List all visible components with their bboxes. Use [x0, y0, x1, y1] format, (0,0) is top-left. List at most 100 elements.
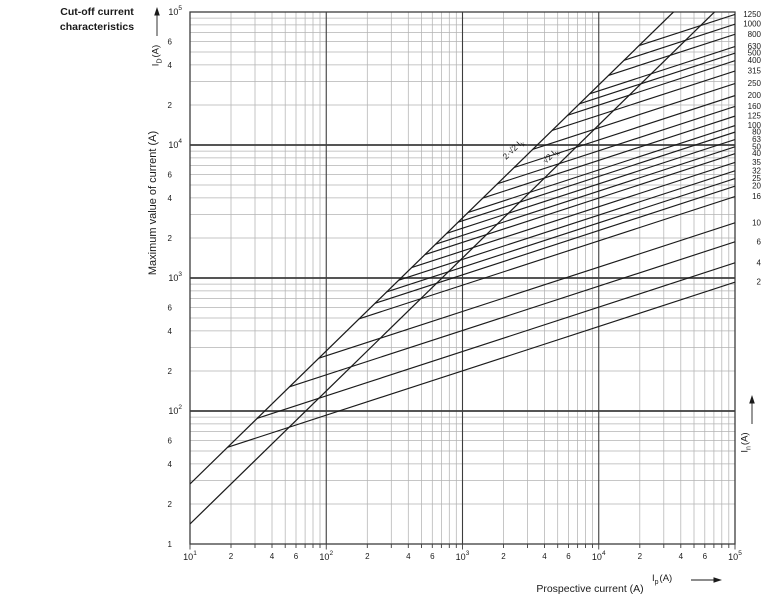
- curve-2A: [227, 281, 735, 448]
- y-tick-label-minor-6: 6: [168, 437, 173, 446]
- y-tick-label-minor-6: 6: [168, 38, 173, 47]
- rating-label-50: 50: [752, 142, 761, 151]
- rating-label-100: 100: [748, 121, 762, 130]
- x-tick-label-minor-6: 6: [294, 552, 299, 561]
- rating-label-1000: 1000: [743, 20, 761, 29]
- rating-label-400: 400: [748, 56, 762, 65]
- y-tick-label-minor-2: 2: [168, 367, 173, 376]
- curve-35A: [411, 161, 735, 269]
- curve-160A: [497, 105, 735, 185]
- y-tick-label-minor-6: 6: [168, 171, 173, 180]
- y-tick-label-10e2: 102: [168, 404, 182, 416]
- curve-250A: [532, 82, 735, 150]
- curve-400A: [567, 60, 735, 116]
- rating-labels: 1250100080063050040031525020016012510080…: [743, 10, 761, 287]
- x-tick-label-minor-4: 4: [270, 552, 275, 561]
- rating-label-1250: 1250: [743, 10, 761, 19]
- rating-label-6: 6: [757, 237, 762, 246]
- x-axis-symbol-base: I: [652, 573, 655, 584]
- x-tick-label-10e2: 102: [319, 550, 333, 562]
- y-tick-label-minor-4: 4: [168, 460, 173, 469]
- x-tick-label-10e5: 105: [728, 550, 742, 562]
- curve-1000A: [623, 23, 735, 61]
- curve-16A: [359, 195, 735, 320]
- rating-label-25: 25: [752, 174, 761, 183]
- rating-label-630: 630: [748, 42, 762, 51]
- curve-25A: [386, 177, 735, 293]
- x-tick-label-minor-6: 6: [430, 552, 435, 561]
- rating-label-125: 125: [748, 112, 762, 121]
- rating-label-10: 10: [752, 218, 761, 227]
- y-tick-label-10e4: 104: [168, 138, 182, 150]
- right-axis-up-arrowhead-icon: [749, 395, 755, 404]
- rating-label-20: 20: [752, 182, 761, 191]
- y-tick-label-minor-2: 2: [168, 234, 173, 243]
- rating-label-16: 16: [752, 192, 761, 201]
- chart-title: Cut-off current characteristics: [59, 6, 135, 33]
- curve-80A: [457, 131, 735, 223]
- curve-6A: [289, 241, 735, 388]
- rating-label-315: 315: [748, 67, 762, 76]
- curve-63A: [446, 138, 735, 234]
- rating-label-250: 250: [748, 79, 762, 88]
- axis-arrows: [154, 7, 755, 583]
- curve-500A: [579, 52, 735, 105]
- x-tick-label-minor-4: 4: [679, 552, 684, 561]
- y-tick-label-minor-6: 6: [168, 304, 173, 313]
- right-axis-symbol-sub: n: [745, 446, 753, 450]
- x-axis-symbol-sub: p: [654, 578, 659, 586]
- curve-800A: [608, 33, 735, 76]
- curve-32A: [398, 170, 735, 281]
- rating-label-63: 63: [752, 135, 761, 144]
- x-tick-label-minor-6: 6: [566, 552, 571, 561]
- curve-100A: [468, 125, 735, 213]
- y-tick-label-minor-4: 4: [168, 194, 173, 203]
- rating-label-4: 4: [757, 258, 762, 267]
- x-axis-labels: 101 2 4 6 102 2 4 6 103 2 4 6 104 2 4 6 105: [183, 550, 742, 562]
- rating-label-200: 200: [748, 91, 762, 100]
- x-axis-right-arrowhead-icon: [713, 577, 722, 583]
- rating-label-2: 2: [757, 278, 762, 287]
- y-tick-label-minor-4: 4: [168, 327, 173, 336]
- x-axis-symbol: Ip(A): [652, 573, 672, 586]
- right-axis-symbol-base: I: [739, 449, 751, 453]
- x-tick-label-minor-2: 2: [229, 552, 234, 561]
- y-axis-symbol-unit: (A): [150, 44, 162, 58]
- curve-4A: [257, 262, 735, 419]
- rating-label-35: 35: [752, 158, 761, 167]
- reference-line-peak-asymmetrical: [190, 12, 675, 485]
- x-tick-label-10e3: 103: [456, 550, 470, 562]
- x-tick-label-minor-4: 4: [542, 552, 547, 561]
- curve-20A: [374, 185, 735, 304]
- right-axis-symbol-unit: (A): [739, 432, 751, 446]
- curve-10A: [318, 222, 735, 359]
- rating-label-80: 80: [752, 128, 761, 137]
- x-tick-label-10e4: 104: [592, 550, 606, 562]
- y-axis-symbol: ID(A): [151, 37, 164, 75]
- curve-200A: [514, 95, 735, 169]
- x-tick-label-minor-2: 2: [365, 552, 370, 561]
- curve-50A: [435, 146, 735, 245]
- y-axis-title: Maximum value of current (A): [147, 130, 159, 276]
- curve-125A: [482, 115, 735, 199]
- y-tick-label-minor-4: 4: [168, 61, 173, 70]
- x-tick-label-10e1: 101: [183, 550, 197, 562]
- y-axis-up-arrowhead-icon: [154, 7, 160, 16]
- y-tick-label-bottom: 1: [168, 540, 173, 549]
- reference-line-peak-symmetrical: [190, 12, 716, 525]
- curve-315A: [551, 70, 735, 132]
- right-axis-symbol: In(A): [740, 424, 753, 462]
- y-axis-symbol-base: I: [150, 63, 162, 67]
- x-axis-title: Prospective current (A): [536, 583, 644, 595]
- rating-label-40: 40: [752, 149, 761, 158]
- curves: [190, 12, 735, 525]
- rating-label-500: 500: [748, 49, 762, 58]
- y-tick-label-10e3: 103: [168, 271, 182, 283]
- y-axis-labels: 102 103 104 105 1 2 4 6 2 4 6 2 4 6 2 4 6: [168, 5, 183, 549]
- curve-630A: [589, 45, 735, 95]
- x-tick-label-minor-4: 4: [406, 552, 411, 561]
- curve-1250A: [638, 13, 735, 47]
- x-axis-ticks: [189, 544, 736, 550]
